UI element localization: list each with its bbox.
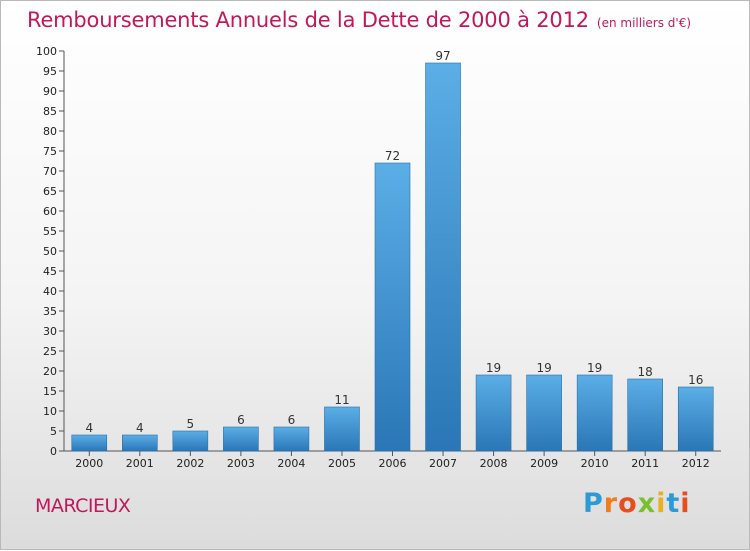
data-label: 16 bbox=[688, 373, 703, 387]
y-tick-label: 10 bbox=[43, 405, 57, 418]
bar bbox=[475, 374, 512, 452]
data-label: 19 bbox=[486, 361, 501, 375]
data-label: 4 bbox=[136, 421, 144, 435]
x-tick-label: 2005 bbox=[328, 457, 356, 470]
bar bbox=[172, 430, 209, 452]
data-label: 6 bbox=[237, 413, 245, 427]
x-tick-label: 2011 bbox=[631, 457, 659, 470]
y-tick-label: 100 bbox=[36, 45, 57, 58]
x-tick-label: 2010 bbox=[581, 457, 609, 470]
unit-note: (en milliers d'€) bbox=[596, 16, 692, 30]
y-tick-label: 20 bbox=[43, 365, 57, 378]
x-tick-label: 2003 bbox=[227, 457, 255, 470]
y-tick-label: 25 bbox=[43, 345, 57, 358]
y-tick-label: 80 bbox=[43, 125, 57, 138]
data-label: 4 bbox=[85, 421, 93, 435]
y-tick-label: 70 bbox=[43, 165, 57, 178]
chart-title-text: Remboursements Annuels de la Dette de 20… bbox=[27, 8, 589, 32]
x-tick-label: 2008 bbox=[480, 457, 508, 470]
chart-title: Remboursements Annuels de la Dette de 20… bbox=[27, 8, 691, 32]
bar bbox=[122, 434, 158, 452]
y-tick-label: 35 bbox=[43, 305, 57, 318]
data-label: 97 bbox=[435, 49, 450, 63]
data-label: 18 bbox=[638, 365, 653, 379]
y-tick-label: 5 bbox=[50, 425, 57, 438]
bar bbox=[425, 62, 461, 452]
logo-letter: x bbox=[637, 488, 657, 519]
x-tick-label: 2004 bbox=[277, 457, 305, 470]
bar bbox=[223, 426, 259, 452]
bar bbox=[273, 426, 310, 452]
y-tick-label: 75 bbox=[43, 145, 57, 158]
y-tick-label: 55 bbox=[43, 225, 57, 238]
x-tick-label: 2012 bbox=[682, 457, 710, 470]
data-labels: 4 4 5 6 6 11 72 97 19 19 19 18 16 bbox=[85, 49, 703, 435]
y-tick-label: 95 bbox=[43, 65, 57, 78]
bar bbox=[677, 386, 714, 452]
data-label: 19 bbox=[587, 361, 602, 375]
axes: 0510152025303540455055606570758085909510… bbox=[36, 45, 721, 470]
bar bbox=[627, 378, 663, 452]
y-tick-label: 50 bbox=[43, 245, 57, 258]
y-tick-label: 45 bbox=[43, 265, 57, 278]
y-tick-label: 60 bbox=[43, 205, 57, 218]
bars bbox=[71, 62, 714, 452]
bar bbox=[71, 434, 108, 452]
logo-letter: o bbox=[618, 488, 638, 519]
x-tick-label: 2002 bbox=[176, 457, 204, 470]
x-tick-label: 2006 bbox=[379, 457, 407, 470]
data-label: 11 bbox=[334, 393, 349, 407]
bar bbox=[374, 162, 411, 452]
y-tick-label: 30 bbox=[43, 325, 57, 338]
data-label: 6 bbox=[288, 413, 296, 427]
x-tick-label: 2000 bbox=[75, 457, 103, 470]
proxiti-logo: Proxiti bbox=[583, 488, 691, 519]
logo-letter: i bbox=[656, 488, 667, 519]
logo-letter: t bbox=[666, 488, 681, 519]
y-tick-label: 0 bbox=[50, 445, 57, 458]
x-tick-label: 2009 bbox=[530, 457, 558, 470]
logo-letter: i bbox=[680, 488, 691, 519]
data-label: 19 bbox=[536, 361, 551, 375]
bar bbox=[576, 374, 613, 452]
y-tick-label: 15 bbox=[43, 385, 57, 398]
y-tick-label: 40 bbox=[43, 285, 57, 298]
data-label: 5 bbox=[187, 417, 195, 431]
commune-name: MARCIEUX bbox=[35, 495, 131, 517]
bar bbox=[324, 406, 360, 452]
bar bbox=[526, 374, 562, 452]
data-label: 72 bbox=[385, 149, 400, 163]
logo-letter: r bbox=[603, 488, 619, 519]
logo-letter: P bbox=[583, 488, 604, 519]
y-tick-label: 85 bbox=[43, 105, 57, 118]
y-tick-label: 90 bbox=[43, 85, 57, 98]
y-tick-label: 65 bbox=[43, 185, 57, 198]
x-tick-label: 2007 bbox=[429, 457, 457, 470]
x-tick-label: 2001 bbox=[126, 457, 154, 470]
